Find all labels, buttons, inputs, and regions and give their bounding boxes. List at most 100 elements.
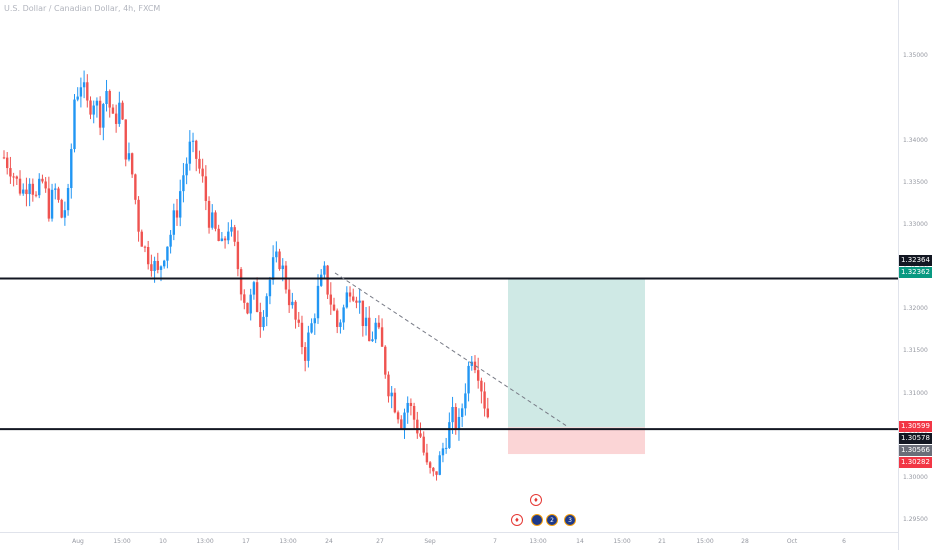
candle-down — [239, 269, 243, 295]
candle-down — [336, 310, 339, 327]
candle-up — [406, 402, 409, 413]
candle-up — [252, 282, 256, 295]
candle-down — [57, 188, 60, 200]
candle-down — [425, 452, 429, 463]
target-zone — [508, 278, 645, 428]
candle-down — [368, 317, 371, 342]
candle-down — [380, 327, 384, 347]
price-tick-label: 1.35000 — [903, 52, 928, 60]
resistance-price-label: 1.32364 — [899, 255, 932, 266]
candle-down — [217, 228, 220, 241]
candle-up — [342, 307, 345, 323]
time-tick-label: Sep — [424, 538, 436, 545]
candle-down — [412, 406, 416, 420]
candle-down — [255, 282, 259, 312]
candle-up — [73, 99, 76, 150]
candle-down — [483, 391, 486, 409]
candle-down — [130, 153, 134, 175]
candle-down — [86, 82, 89, 101]
candle-down — [326, 265, 329, 295]
candle-up — [127, 153, 131, 160]
canada-flag-icon[interactable]: ♦ — [530, 494, 542, 506]
price-tick-label: 1.31500 — [903, 347, 928, 355]
candle-down — [297, 319, 300, 323]
time-tick-label: 24 — [325, 538, 333, 545]
time-tick-label: 13:00 — [279, 538, 297, 545]
price-tick-label: 1.30000 — [903, 473, 928, 481]
candle-down — [303, 347, 307, 361]
candle-down — [25, 189, 28, 195]
time-tick-label: 15:00 — [113, 538, 131, 545]
candle-down — [236, 241, 240, 270]
candle-down — [18, 178, 22, 194]
us-flag-icon[interactable]: 3 — [564, 514, 576, 526]
entry-price-label: 1.30599 — [899, 421, 932, 432]
candle-up — [92, 105, 95, 115]
candle-up — [316, 285, 320, 319]
price-tick-label: 1.33500 — [903, 178, 928, 186]
stop-zone — [508, 427, 645, 455]
us-flag-icon[interactable]: 2 — [546, 514, 558, 526]
candle-down — [98, 100, 102, 128]
price-tick-label: 1.33000 — [903, 220, 928, 228]
candle-up — [182, 175, 185, 192]
candle-up — [339, 322, 342, 327]
candle-up — [249, 294, 252, 314]
candle-up — [265, 296, 268, 317]
time-tick-label: 13:00 — [196, 538, 214, 545]
candle-up — [95, 100, 99, 106]
us-flag-icon[interactable] — [531, 514, 543, 526]
candle-up — [66, 188, 70, 211]
candle-up — [50, 189, 54, 219]
candle-down — [396, 412, 400, 420]
candle-down — [476, 370, 480, 381]
candle-down — [143, 246, 147, 248]
candle-up — [159, 266, 163, 270]
candle-down — [60, 199, 63, 218]
time-tick-label: 7 — [493, 538, 497, 545]
candle-up — [82, 82, 86, 88]
candle-down — [294, 301, 297, 320]
candle-up — [460, 408, 464, 417]
candle-up — [162, 260, 166, 267]
candle-down — [454, 407, 457, 430]
candle-up — [281, 265, 284, 270]
candle-down — [332, 304, 336, 311]
candle-up — [188, 141, 192, 164]
candle-up — [169, 234, 172, 247]
candle-down — [259, 311, 262, 328]
candle-down — [361, 300, 365, 327]
candle-down — [121, 102, 124, 120]
candle-up — [28, 183, 31, 195]
candle-up — [220, 238, 224, 241]
candle-up — [185, 163, 188, 176]
canada-flag-icon[interactable]: ♦ — [511, 514, 523, 526]
candle-down — [435, 471, 438, 475]
candle-down — [140, 231, 143, 247]
price-axis-divider — [898, 0, 899, 550]
candle-up — [70, 149, 73, 189]
candle-up — [54, 188, 57, 190]
candle-down — [214, 212, 217, 229]
candle-down — [223, 238, 227, 241]
candle-down — [89, 100, 92, 115]
candle-down — [287, 289, 291, 306]
candle-up — [313, 318, 316, 324]
candle-down — [207, 200, 211, 228]
time-tick-label: 13:00 — [529, 538, 547, 545]
candle-down — [41, 178, 44, 182]
candle-up — [451, 407, 454, 423]
candle-down — [387, 374, 390, 397]
candle-down — [15, 176, 19, 179]
candle-down — [114, 113, 118, 124]
time-tick-label: 14 — [576, 538, 584, 545]
candle-up — [79, 87, 83, 97]
candle-up — [310, 323, 313, 333]
candle-up — [262, 316, 265, 328]
time-tick-label: 10 — [159, 538, 167, 545]
candle-up — [38, 178, 41, 196]
candle-down — [352, 296, 355, 301]
candle-down — [393, 392, 397, 413]
